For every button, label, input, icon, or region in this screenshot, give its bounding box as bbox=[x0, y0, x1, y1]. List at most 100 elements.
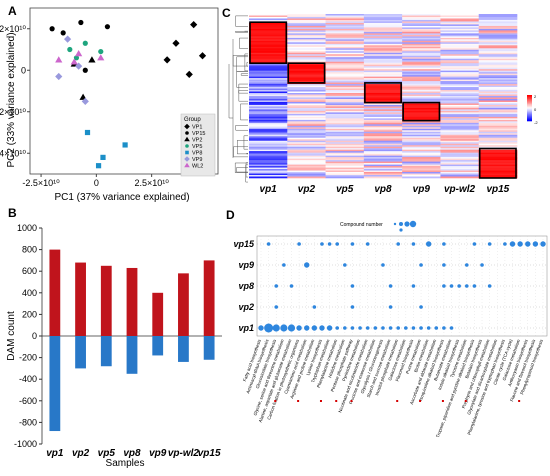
heatmap-cell bbox=[402, 22, 441, 25]
heatmap-cell bbox=[363, 98, 403, 101]
heatmap-cell bbox=[363, 119, 403, 122]
pca-legend-symbol bbox=[184, 156, 190, 162]
heatmap-cell bbox=[478, 54, 518, 57]
heatmap-cell bbox=[478, 149, 518, 152]
heatmap-cell bbox=[402, 27, 441, 30]
heatmap-cell bbox=[325, 104, 365, 107]
heatmap-cell bbox=[478, 69, 518, 71]
heatmap-cell bbox=[478, 164, 518, 167]
heatmap-cell bbox=[363, 112, 403, 115]
heatmap-cell bbox=[287, 87, 326, 89]
heatmap-cell bbox=[249, 127, 288, 130]
heatmap-cell bbox=[249, 46, 288, 49]
pca-legend-label: VP15 bbox=[192, 131, 205, 137]
heatmap-cell bbox=[249, 63, 288, 65]
heatmap-cell bbox=[363, 63, 403, 65]
heatmap-legend-swatch bbox=[527, 106, 532, 109]
heatmap-cell bbox=[440, 116, 480, 119]
heatmap-cell bbox=[363, 34, 403, 37]
heatmap-cell bbox=[287, 143, 326, 146]
heatmap-cell bbox=[287, 97, 326, 100]
heatmap-cell bbox=[325, 110, 365, 113]
heatmap-cell bbox=[363, 94, 403, 97]
heatmap-cell bbox=[249, 175, 288, 177]
heatmap-cell bbox=[478, 28, 518, 31]
heatmap-cell bbox=[363, 131, 403, 134]
heatmap-cell bbox=[249, 173, 288, 176]
heatmap-cell bbox=[402, 85, 441, 88]
heatmap-legend-swatch bbox=[527, 111, 532, 114]
heatmap-cell bbox=[478, 21, 518, 24]
heatmap-cell bbox=[363, 21, 403, 24]
heatmap-cell bbox=[287, 137, 326, 140]
heatmap-legend-swatch bbox=[527, 109, 532, 111]
heatmap-cell bbox=[402, 151, 441, 153]
heatmap-legend-swatch bbox=[527, 118, 532, 120]
heatmap-cell bbox=[325, 176, 365, 179]
heatmap-cell bbox=[249, 30, 288, 33]
heatmap-cell bbox=[440, 55, 480, 58]
heatmap-cell bbox=[478, 85, 518, 88]
heatmap-cell bbox=[287, 125, 326, 128]
heatmap-cell bbox=[363, 175, 403, 177]
heatmap-cell bbox=[440, 115, 480, 118]
heatmap-cell bbox=[325, 107, 365, 110]
heatmap-cell bbox=[440, 166, 480, 168]
dam-bar bbox=[100, 265, 112, 336]
heatmap-cell bbox=[478, 122, 518, 125]
heatmap-cell bbox=[287, 119, 326, 122]
heatmap-cell bbox=[287, 90, 326, 92]
dot-plot-dots bbox=[258, 241, 546, 333]
heatmap-cell bbox=[402, 25, 441, 28]
heatmap-cell bbox=[363, 31, 403, 34]
heatmap-cell bbox=[440, 34, 480, 37]
heatmap-cell bbox=[287, 27, 326, 30]
heatmap-cell bbox=[325, 49, 365, 52]
heatmap-cell bbox=[440, 107, 480, 110]
heatmap-cell bbox=[363, 137, 403, 140]
heatmap-cell bbox=[478, 170, 518, 173]
heatmap-cell bbox=[325, 121, 365, 124]
heatmap-cell bbox=[325, 76, 365, 79]
heatmap-cell bbox=[363, 90, 403, 92]
heatmap-cell bbox=[287, 64, 326, 67]
heatmap-cell bbox=[249, 27, 288, 30]
heatmap-cell bbox=[363, 154, 403, 156]
pca-point bbox=[198, 52, 207, 60]
heatmap-cell bbox=[402, 176, 441, 179]
heatmap-cell bbox=[363, 142, 403, 145]
heatmap-cell bbox=[402, 133, 441, 136]
heatmap-cell bbox=[325, 19, 365, 22]
heatmap-cell bbox=[440, 149, 480, 152]
heatmap-cell bbox=[249, 60, 288, 63]
heatmap-cell bbox=[402, 46, 441, 49]
dam-y-tick-label: -800 bbox=[19, 417, 37, 427]
heatmap-cell bbox=[478, 152, 518, 155]
dot-plot-dot bbox=[480, 263, 484, 267]
heatmap-cell bbox=[363, 14, 403, 16]
heatmap-cell bbox=[287, 45, 326, 48]
heatmap-cell bbox=[402, 158, 441, 161]
heatmap-cell bbox=[325, 21, 365, 24]
heatmap-cell bbox=[249, 22, 288, 25]
heatmap-cell bbox=[440, 131, 480, 134]
heatmap-cell bbox=[363, 76, 403, 79]
heatmap-cell bbox=[363, 96, 403, 98]
heatmap-legend-swatch bbox=[527, 104, 532, 106]
heatmap-cell bbox=[325, 36, 365, 39]
heatmap-cell bbox=[363, 93, 403, 95]
heatmap-highlight-box bbox=[478, 147, 517, 179]
dot-plot-dot bbox=[350, 305, 355, 309]
dot-plot-dot bbox=[304, 262, 310, 268]
dot-plot-dot bbox=[274, 305, 279, 309]
heatmap-cell bbox=[440, 60, 480, 63]
heatmap-column-label: vp9 bbox=[413, 184, 431, 195]
heatmap-cell bbox=[249, 131, 288, 134]
heatmap-cell bbox=[325, 161, 365, 164]
heatmap-cell bbox=[440, 152, 480, 155]
heatmap-cell bbox=[325, 115, 365, 118]
heatmap-cell bbox=[402, 72, 441, 74]
heatmap-cell bbox=[249, 166, 288, 168]
heatmap-cell bbox=[363, 58, 403, 61]
